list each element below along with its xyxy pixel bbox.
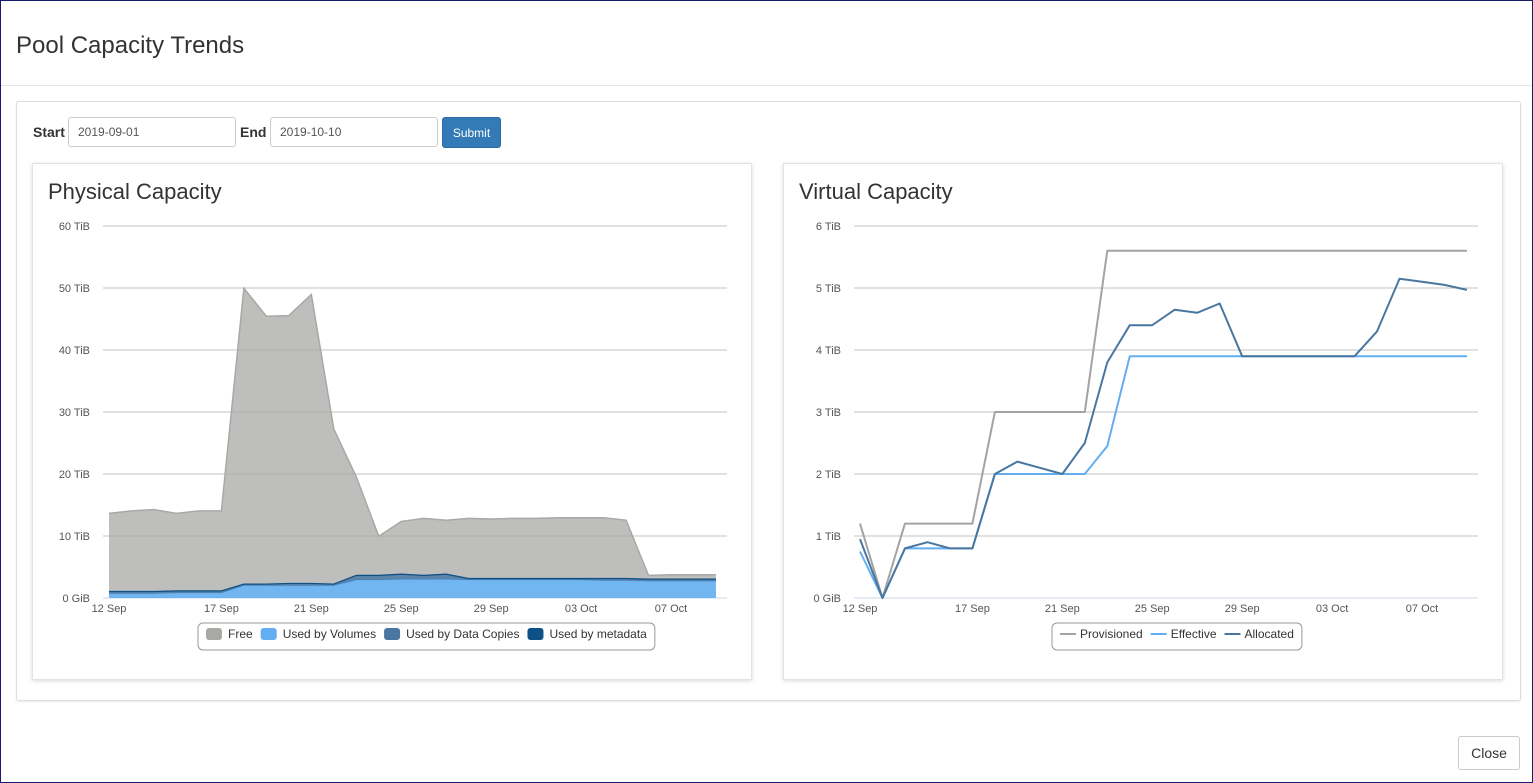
series-free xyxy=(108,286,716,592)
y-tick-label: 1 TiB xyxy=(816,531,841,543)
y-tick-label: 5 TiB xyxy=(816,283,841,295)
legend-swatch xyxy=(260,628,277,640)
physical-capacity-title: Physical Capacity xyxy=(48,179,222,204)
legend-item-free[interactable]: Free xyxy=(206,627,253,641)
legend-item-used-by-data-copies[interactable]: Used by Data Copies xyxy=(384,627,519,641)
legend-swatch xyxy=(527,628,544,640)
y-tick-label: 0 GiB xyxy=(813,593,841,605)
line-effective xyxy=(859,355,1467,599)
legend-swatch xyxy=(384,628,401,640)
area-free xyxy=(109,288,716,592)
y-tick-label: 6 TiB xyxy=(816,221,841,233)
legend-label: Provisioned xyxy=(1080,627,1143,641)
legend-label: Used by metadata xyxy=(549,627,647,641)
legend-frame xyxy=(1051,622,1303,651)
x-tick-label: 21 Sep xyxy=(1045,603,1080,615)
physical-capacity-chart: 0 GiB 10 TiB 20 TiB 30 TiB 40 TiB 50 TiB 60 Ti… xyxy=(59,221,727,651)
x-tick-label: 17 Sep xyxy=(955,603,990,615)
y-tick-label: 0 GiB xyxy=(62,593,90,605)
legend-swatch xyxy=(206,628,222,640)
legend-label: Used by Data Copies xyxy=(406,627,519,641)
legend-item-used-by-metadata[interactable]: Used by metadata xyxy=(527,627,647,641)
x-tick-label: 29 Sep xyxy=(1225,603,1260,615)
start-label: Start xyxy=(33,124,65,140)
area-used-by-volumes xyxy=(109,579,716,598)
y-tick-label: 2 TiB xyxy=(816,469,841,481)
x-tick-label: 25 Sep xyxy=(384,603,419,615)
legend-item-provisioned[interactable]: Provisioned xyxy=(1060,627,1143,641)
virtual-capacity-card: 0 GiB 1 TiB 2 TiB 3 TiB 4 TiB 5 TiB 6 TiB 12 Se… xyxy=(783,163,1503,680)
y-tick-label: 3 TiB xyxy=(816,407,841,419)
area-line-free xyxy=(108,286,716,577)
x-tick-label: 25 Sep xyxy=(1135,603,1170,615)
start-date-input[interactable] xyxy=(68,117,236,147)
y-tick-label: 30 TiB xyxy=(59,407,90,419)
chart-legend: Free Used by Volumes Used by Data Copies Us… xyxy=(197,622,656,651)
y-tick-label: 10 TiB xyxy=(59,531,90,543)
x-tick-label: 21 Sep xyxy=(294,603,329,615)
end-label: End xyxy=(240,124,267,140)
chart-legend: Provisioned Effective Allocated xyxy=(1051,622,1303,651)
x-tick-label: 07 Oct xyxy=(655,603,687,615)
physical-capacity-card: 0 GiB 10 TiB 20 TiB 30 TiB 40 TiB 50 TiB 60 Ti… xyxy=(32,163,752,680)
x-tick-label: 12 Sep xyxy=(92,603,127,615)
content-panel: Start End Submit 0 GiB 10 TiB 20 TiB 30 TiB… xyxy=(16,101,1521,701)
y-tick-label: 20 TiB xyxy=(59,469,90,481)
submit-button[interactable]: Submit xyxy=(442,117,501,148)
close-button[interactable]: Close xyxy=(1458,736,1520,770)
x-tick-label: 03 Oct xyxy=(1316,603,1348,615)
legend-label: Effective xyxy=(1171,627,1217,641)
end-date-input[interactable] xyxy=(270,117,438,147)
line-allocated xyxy=(859,277,1468,599)
area-line-used-by-metadata xyxy=(109,573,716,593)
y-tick-label: 60 TiB xyxy=(59,221,90,233)
virtual-capacity-title: Virtual Capacity xyxy=(799,179,953,204)
legend-label: Allocated xyxy=(1245,627,1294,641)
y-tick-label: 40 TiB xyxy=(59,345,90,357)
virtual-capacity-chart: 0 GiB 1 TiB 2 TiB 3 TiB 4 TiB 5 TiB 6 TiB 12 Se… xyxy=(813,221,1478,651)
x-tick-label: 12 Sep xyxy=(843,603,878,615)
legend-label: Used by Volumes xyxy=(283,627,376,641)
x-tick-label: 07 Oct xyxy=(1406,603,1438,615)
line-provisioned xyxy=(859,249,1467,599)
dialog-title: Pool Capacity Trends xyxy=(16,32,245,59)
x-tick-label: 03 Oct xyxy=(565,603,597,615)
legend-item-used-by-volumes[interactable]: Used by Volumes xyxy=(260,627,376,641)
x-tick-label: 29 Sep xyxy=(474,603,509,615)
legend-item-effective[interactable]: Effective xyxy=(1150,627,1217,641)
x-tick-label: 17 Sep xyxy=(204,603,239,615)
legend-item-allocated[interactable]: Allocated xyxy=(1224,627,1294,641)
y-tick-label: 50 TiB xyxy=(59,283,90,295)
y-tick-label: 4 TiB xyxy=(816,345,841,357)
dialog-header: Pool Capacity Trends xyxy=(1,1,1532,86)
series-used-by-metadata xyxy=(109,573,716,593)
legend-label: Free xyxy=(228,627,253,641)
